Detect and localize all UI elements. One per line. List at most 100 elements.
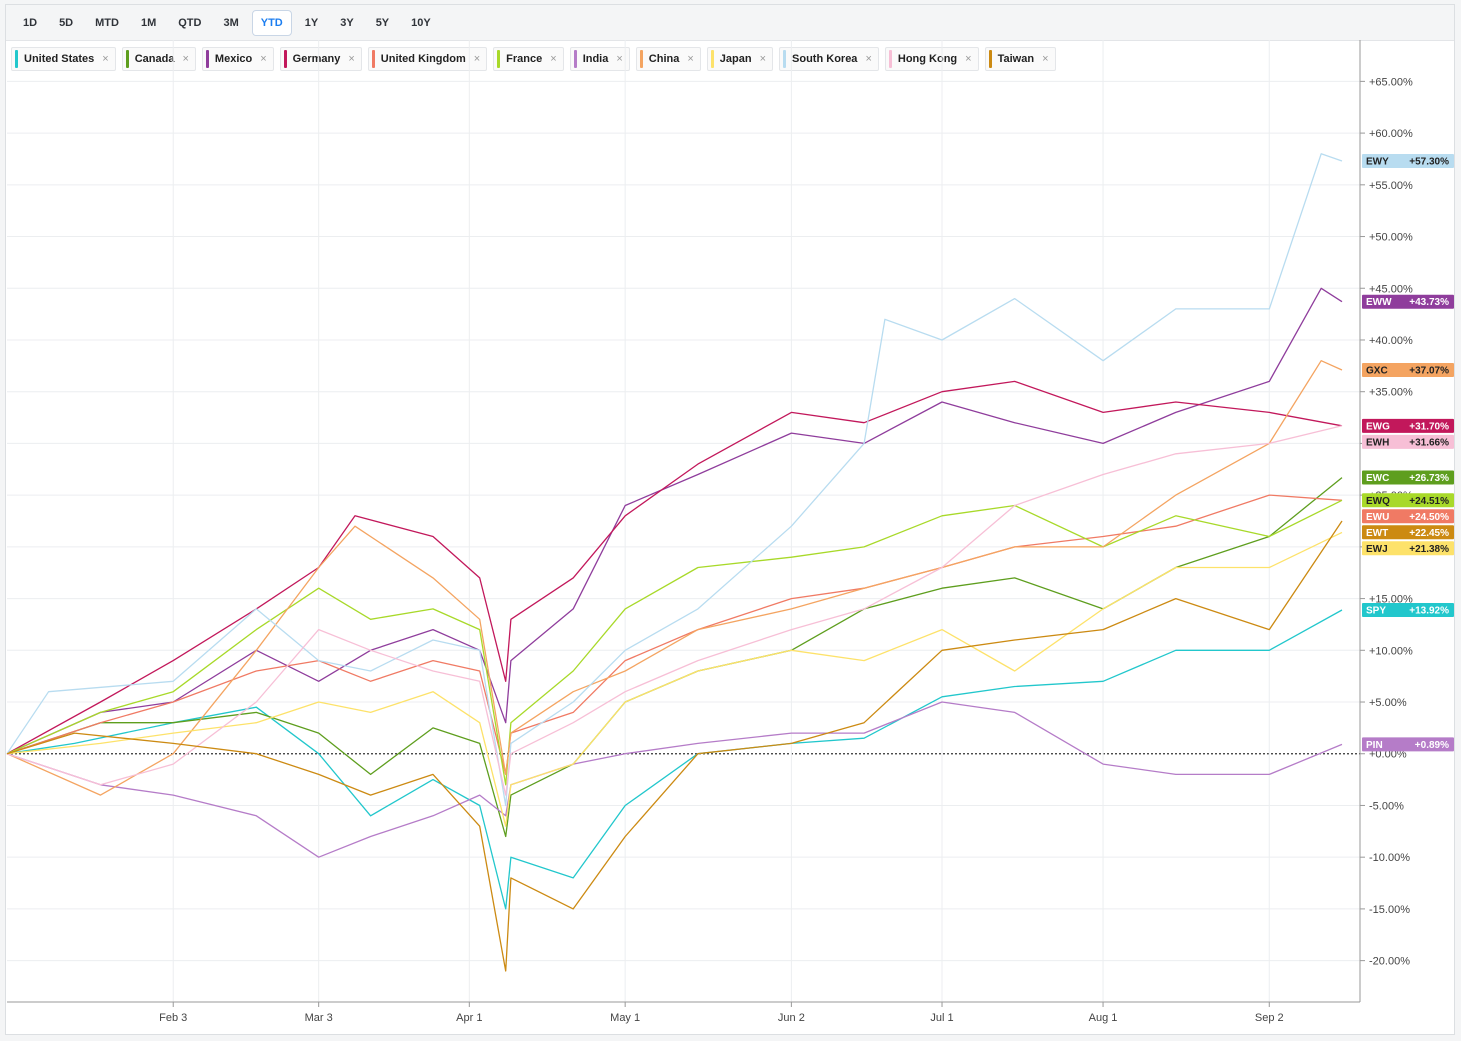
range-button-1m[interactable]: 1M xyxy=(140,16,157,29)
range-button-3y[interactable]: 3Y xyxy=(340,16,354,29)
legend-chip[interactable]: United Kingdom × xyxy=(367,47,488,71)
close-icon[interactable]: × xyxy=(1042,53,1049,65)
end-tag-ticker: EWG xyxy=(1366,421,1390,432)
close-icon[interactable]: × xyxy=(260,53,267,65)
end-tag-pin xyxy=(1362,737,1454,752)
legend-label: United Kingdom xyxy=(380,53,466,65)
end-tag-ticker: EWT xyxy=(1366,528,1388,539)
x-tick-label: Feb 3 xyxy=(159,1012,187,1024)
end-tag-ticker: EWY xyxy=(1366,157,1389,168)
x-tick-label: Mar 3 xyxy=(305,1012,333,1024)
end-tag-ticker: EWJ xyxy=(1366,544,1388,555)
end-tag-eww xyxy=(1362,294,1454,309)
end-tag-ewq xyxy=(1362,493,1454,508)
legend-swatch xyxy=(783,50,787,68)
series-line-ewt xyxy=(6,520,1343,972)
legend-swatch xyxy=(371,50,375,68)
legend-chip[interactable]: China × xyxy=(635,47,701,71)
end-tag-ticker: PIN xyxy=(1366,740,1383,751)
x-tick-label: Jul 1 xyxy=(930,1012,953,1024)
legend-chip[interactable]: Canada × xyxy=(121,47,196,71)
end-tag-value: +21.38% xyxy=(1409,544,1449,555)
legend-chip[interactable]: South Korea × xyxy=(779,47,879,71)
end-tag-ticker: SPY xyxy=(1366,605,1386,616)
end-tag-gxc xyxy=(1362,362,1454,377)
series-line-ewg xyxy=(6,380,1343,755)
end-tag-ticker: EWQ xyxy=(1366,496,1390,507)
end-tag-ewu xyxy=(1362,509,1454,524)
end-tag-value: +13.92% xyxy=(1409,605,1449,616)
legend-label: China xyxy=(648,53,680,65)
y-tick-label: -15.00% xyxy=(1369,904,1410,916)
y-tick-label: +15.00% xyxy=(1369,594,1413,606)
y-tick-label: +40.00% xyxy=(1369,335,1413,347)
end-tag-value: +37.07% xyxy=(1409,365,1449,376)
legend-swatch xyxy=(710,50,714,68)
range-button-5y[interactable]: 5Y xyxy=(375,16,390,29)
end-tag-ticker: EWU xyxy=(1366,512,1389,523)
y-tick-label: +35.00% xyxy=(1369,387,1413,399)
end-tag-spy xyxy=(1362,602,1454,617)
legend-swatch xyxy=(125,50,129,68)
y-tick-label: +60.00% xyxy=(1369,128,1413,140)
x-tick-label: Aug 1 xyxy=(1089,1012,1118,1024)
legend-chip[interactable]: Mexico × xyxy=(201,47,274,71)
end-tag-value: +24.50% xyxy=(1409,512,1449,523)
end-tag-value: +0.89% xyxy=(1415,740,1449,751)
series-line-ewu xyxy=(6,494,1343,776)
range-button-1y[interactable]: 1Y xyxy=(304,16,319,29)
series-line-gxc xyxy=(6,360,1343,796)
range-button-10y[interactable]: 10Y xyxy=(411,16,431,29)
y-tick-label: +50.00% xyxy=(1369,232,1413,244)
legend-swatch xyxy=(205,50,209,68)
legend-chip[interactable]: Taiwan × xyxy=(984,47,1056,71)
range-button-1d[interactable]: 1D xyxy=(23,16,38,29)
end-tag-value: +24.51% xyxy=(1409,496,1449,507)
legend-chip[interactable]: France × xyxy=(493,47,564,71)
end-tag-ticker: EWW xyxy=(1366,297,1392,308)
end-tag-ewj xyxy=(1362,541,1454,556)
legend-swatch xyxy=(888,50,892,68)
close-icon[interactable]: × xyxy=(965,53,972,65)
legend-chip[interactable]: United States × xyxy=(11,47,116,71)
y-tick-label: +55.00% xyxy=(1369,180,1413,192)
y-tick-label: -5.00% xyxy=(1369,800,1404,812)
close-icon[interactable]: × xyxy=(473,53,481,65)
end-tag-ticker: GXC xyxy=(1366,365,1388,376)
legend-chip[interactable]: Japan × xyxy=(706,47,774,71)
x-tick-label: Sep 2 xyxy=(1255,1012,1284,1024)
end-tag-value: +57.30% xyxy=(1409,157,1449,168)
range-button-mtd[interactable]: MTD xyxy=(95,16,119,29)
close-icon[interactable]: × xyxy=(348,53,355,65)
series-line-ewj xyxy=(6,531,1343,827)
range-button-3m[interactable]: 3M xyxy=(223,16,239,29)
end-tag-ewh xyxy=(1362,434,1454,449)
range-button-qtd[interactable]: QTD xyxy=(178,16,202,29)
close-icon[interactable]: × xyxy=(687,53,694,65)
legend-label: India xyxy=(582,53,609,65)
series-line-ewh xyxy=(6,425,1343,796)
close-icon[interactable]: × xyxy=(759,53,767,65)
end-tag-ticker: EWH xyxy=(1366,437,1389,448)
range-button-5d[interactable]: 5D xyxy=(59,16,74,29)
y-tick-label: +45.00% xyxy=(1369,283,1413,295)
close-icon[interactable]: × xyxy=(550,53,557,65)
close-icon[interactable]: × xyxy=(182,53,189,65)
legend-chip[interactable]: Germany × xyxy=(279,47,362,71)
range-selector: 1D 5D MTD 1M QTD 3M YTD 1Y 3Y 5Y 10Y xyxy=(6,5,1454,41)
legend-label: Canada xyxy=(134,53,175,65)
legend-swatch xyxy=(639,50,643,68)
end-tag-ewg xyxy=(1362,418,1454,433)
close-icon[interactable]: × xyxy=(102,53,109,65)
close-icon[interactable]: × xyxy=(865,53,872,65)
legend-swatch xyxy=(497,50,501,68)
legend-label: South Korea xyxy=(792,53,858,65)
close-icon[interactable]: × xyxy=(616,53,623,65)
legend-chip[interactable]: India × xyxy=(569,47,630,71)
legend-label: France xyxy=(506,53,543,65)
x-tick-label: Jun 2 xyxy=(778,1012,805,1024)
series-line-ewq xyxy=(6,499,1343,786)
legend-swatch xyxy=(283,50,287,68)
range-button-ytd[interactable]: YTD xyxy=(251,9,292,36)
